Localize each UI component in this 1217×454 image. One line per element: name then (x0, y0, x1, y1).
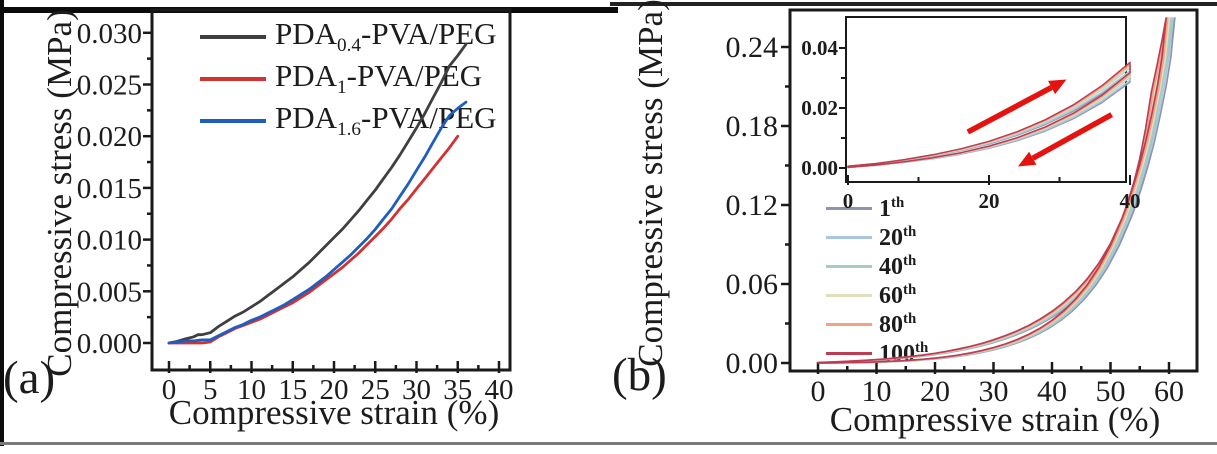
x-tick-label: 5 (203, 374, 218, 406)
page-border-left (0, 0, 4, 446)
loading-arrow (966, 79, 1067, 135)
panel-b-letter: (b) (612, 349, 667, 401)
y-tick-label: 0.025 (77, 70, 142, 102)
legend-item-20th: 20th (826, 223, 928, 252)
legend-line-sample (826, 236, 872, 239)
panel-a-curve-PDA0.4-PVA/PEG (167, 42, 468, 345)
inset-cycle-100th (847, 61, 1131, 169)
y-tick-label: 0.24 (726, 31, 779, 64)
unloading-arrow (1017, 112, 1114, 167)
legend-line-sample (200, 77, 266, 81)
y-tick-label: 0.030 (77, 18, 142, 50)
legend-line-sample (200, 119, 266, 123)
loading-arrow-shaft (966, 85, 1053, 135)
x-tick-label: 20 (920, 375, 950, 408)
legend-item-PDA0.4-PVA/PEG: PDA0.4-PVA/PEG (200, 16, 497, 58)
legend-line-sample (826, 265, 872, 268)
x-tick-label: 0 (811, 375, 826, 408)
y-tick-label: 0.12 (726, 189, 779, 222)
panel-a-legend: PDA0.4-PVA/PEG PDA1-PVA/PEG PDA1.6-PVA/PEG (200, 16, 497, 142)
panel-a-curve-PDA1-PVA/PEG (167, 134, 460, 345)
x-tick-label: 35 (443, 374, 472, 406)
panel-a-x-axis-label: Compressive strain (%) (168, 393, 500, 432)
panel-a-curve-PDA1.6-PVA/PEG (167, 100, 468, 345)
legend-item-PDA1.6-PVA/PEG: PDA1.6-PVA/PEG (200, 100, 497, 142)
legend-label: PDA1-PVA/PEG (275, 58, 483, 99)
x-tick-label: 60 (1154, 375, 1184, 408)
legend-label: PDA0.4-PVA/PEG (275, 16, 497, 57)
x-tick-label: 25 (361, 374, 390, 406)
y-tick-label: 0.010 (77, 225, 142, 257)
x-tick-label: 40 (1037, 375, 1067, 408)
x-tick-label: 40 (1120, 189, 1141, 213)
legend-item-80th: 80th (826, 310, 928, 339)
page-border-bottom (0, 442, 1217, 445)
legend-label: PDA1.6-PVA/PEG (275, 100, 497, 141)
x-tick-label: 50 (1096, 375, 1126, 408)
x-tick-label: 10 (862, 375, 892, 408)
legend-line-sample (826, 294, 872, 297)
legend-label: 80th (879, 310, 917, 338)
panel-a-axes: 0 5 10 15 20 25 30 35 40 0.000 0.005 0.010 0.015 0.02… (77, 18, 514, 406)
legend-line-sample (826, 207, 872, 210)
unloading-arrow-head (1017, 151, 1037, 167)
panel-b-cycle-100th (817, 17, 1167, 364)
y-tick-label: 0.005 (77, 276, 142, 308)
y-tick-label: 0.18 (726, 110, 779, 143)
unloading-arrow-shaft (1031, 112, 1114, 161)
legend-label: 60th (879, 281, 917, 309)
y-tick-label: 0.00 (726, 347, 779, 380)
panel-b-inset-axes: 0 20 40 0.00 0.02 0.04 (801, 36, 1140, 213)
y-tick-label: 0.04 (801, 36, 838, 60)
legend-item-60th: 60th (826, 281, 928, 310)
x-tick-label: 15 (278, 374, 307, 406)
x-tick-label: 40 (485, 374, 514, 406)
legend-item-PDA1-PVA/PEG: PDA1-PVA/PEG (200, 58, 497, 100)
x-tick-label: 0 (843, 189, 854, 213)
panel-a-letter: (a) (3, 352, 56, 404)
panel-a-frame (150, 8, 512, 372)
panel-b-inset-frame (845, 16, 1127, 183)
y-tick-label: 0.02 (801, 96, 838, 120)
legend-item-40th: 40th (826, 252, 928, 281)
legend-item-1th: 1th (826, 194, 928, 223)
panel-b-legend: 1th 20th 40th 60th 80th 100th (826, 194, 928, 368)
legend-label: 20th (879, 223, 917, 251)
x-tick-label: 20 (320, 374, 349, 406)
y-tick-label: 0.020 (77, 121, 142, 153)
x-tick-label: 0 (162, 374, 177, 406)
x-tick-label: 20 (979, 189, 1000, 213)
legend-line-sample (200, 35, 266, 39)
panel-b-x-axis-label: Compressive strain (%) (829, 400, 1161, 439)
page-border-top-right (610, 2, 1217, 6)
x-tick-label: 30 (402, 374, 431, 406)
x-tick-label: 30 (979, 375, 1009, 408)
legend-label: 40th (879, 252, 917, 280)
loading-arrow-head (1048, 79, 1067, 95)
y-tick-label: 0.015 (77, 173, 142, 205)
y-tick-label: 0.06 (726, 268, 779, 301)
legend-line-sample (826, 352, 872, 355)
panel-b-main-axes: 0 10 20 30 40 50 60 0.00 0.06 0.12 0.18 0.24 (726, 31, 1185, 408)
y-tick-label: 0.00 (801, 156, 838, 180)
legend-label: 1th (879, 194, 905, 222)
y-tick-label: 0.000 (77, 328, 142, 360)
legend-line-sample (826, 323, 872, 326)
x-tick-label: 10 (237, 374, 266, 406)
